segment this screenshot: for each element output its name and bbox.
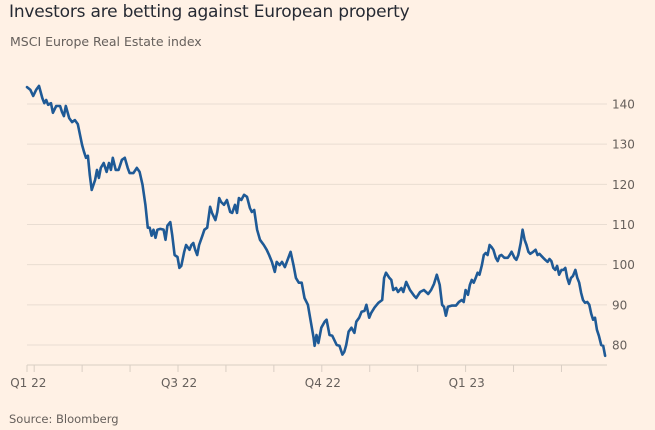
y-tick-label: 140	[612, 98, 635, 112]
y-tick-label: 100	[612, 258, 635, 272]
source-note: Source: Bloomberg	[9, 412, 119, 426]
series-layer	[25, 84, 607, 358]
y-tick-label: 90	[612, 298, 627, 312]
y-tick-label: 120	[612, 178, 635, 192]
y-axis-labels: 80 90 100 110 120 130 140	[612, 98, 635, 353]
y-tick-label: 110	[612, 218, 635, 232]
gridlines	[27, 103, 607, 346]
x-axis: Q1 22 Q3 22 Q4 22 Q1 23	[10, 364, 607, 390]
y-tick-label: 130	[612, 138, 635, 152]
chart-title: Investors are betting against European p…	[9, 2, 410, 22]
x-tick-label: Q1 22	[10, 376, 46, 390]
chart-subtitle: MSCI Europe Real Estate index	[10, 34, 202, 49]
y-tick-label: 80	[612, 339, 627, 353]
x-tick-label: Q4 22	[305, 376, 341, 390]
x-tick-label: Q1 23	[449, 376, 485, 390]
x-tick-label: Q3 22	[161, 376, 197, 390]
series-line	[25, 84, 607, 358]
